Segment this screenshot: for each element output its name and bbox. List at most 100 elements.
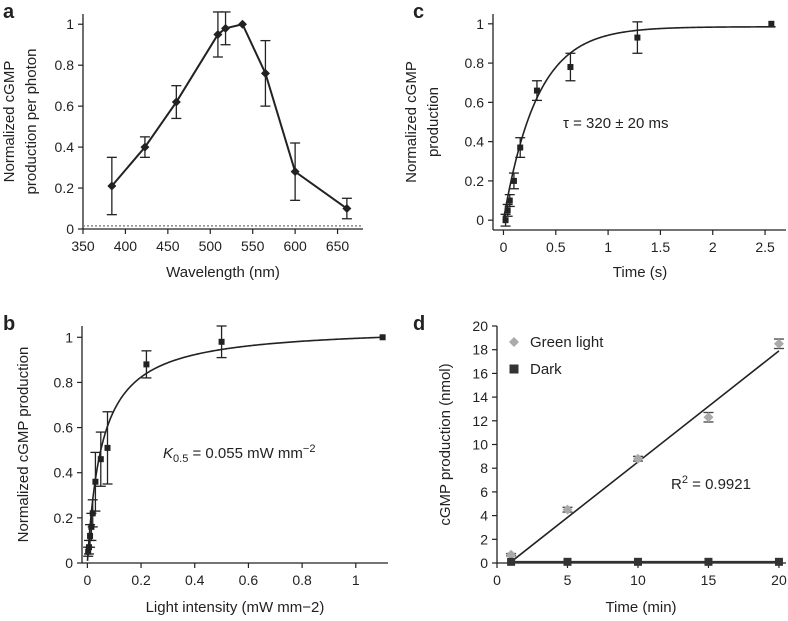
x-tick-label: 0.2 [131, 572, 151, 588]
data-point [92, 478, 99, 485]
y-axis-label: Normalized cGMP production [15, 347, 32, 543]
y-tick-label: 0.4 [54, 465, 74, 481]
x-tick-label: 550 [241, 238, 265, 254]
y-axis-label: cGMP production (nmol) [437, 363, 454, 525]
series-line [111, 23, 348, 210]
x-tick-label: 0.5 [546, 239, 566, 255]
y-tick-label: 0 [66, 221, 74, 237]
y-tick-label: 8 [480, 460, 488, 476]
x-axis-label: Time (min) [605, 599, 676, 616]
green-light-point [773, 338, 784, 349]
y-tick-label: 0.2 [55, 180, 75, 196]
y-tick-label: 14 [472, 389, 488, 405]
legend-marker-dark [509, 364, 519, 374]
y-tick-label: 18 [472, 342, 488, 358]
panel-label: b [3, 313, 15, 335]
y-tick-label: 0.8 [465, 55, 485, 71]
x-tick-label: 0.8 [292, 572, 312, 588]
green-light-point [506, 549, 517, 560]
data-point [213, 29, 223, 39]
y-tick-label: 0.8 [55, 57, 75, 73]
y-tick-label: 1 [66, 16, 74, 32]
data-point [218, 338, 225, 345]
y-tick-label: 12 [472, 413, 488, 429]
fit-curve [502, 26, 776, 221]
data-point [143, 361, 150, 368]
x-axis-label: Wavelength (nm) [166, 264, 280, 281]
data-point [634, 34, 641, 41]
dark-point [633, 557, 642, 566]
y-tick-label: 6 [480, 484, 488, 500]
dark-point [774, 557, 783, 566]
y-tick-label: 1 [476, 16, 484, 32]
x-tick-label: 450 [156, 238, 180, 254]
y-tick-label: 0 [476, 212, 484, 228]
x-axis-label: Light intensity (mW mm−2) [146, 599, 325, 616]
dark-point [563, 557, 572, 566]
green-light-point [703, 412, 714, 423]
data-point [533, 87, 540, 94]
data-point [768, 20, 775, 27]
data-point [290, 167, 300, 177]
y-tick-label: 0.6 [54, 420, 74, 436]
x-tick-label: 650 [326, 238, 350, 254]
x-tick-label: 10 [630, 572, 646, 588]
data-point [97, 456, 104, 463]
y-tick-label: 16 [472, 365, 488, 381]
r2-annotation: R2 = 0.9921 [671, 474, 751, 493]
dark-point [507, 557, 516, 566]
y-axis-label: production per photon [23, 49, 40, 195]
y-tick-label: 0.8 [54, 374, 74, 390]
data-point [87, 532, 94, 539]
data-point [221, 23, 231, 33]
y-tick-label: 0 [480, 555, 488, 571]
tau-annotation: τ = 320 ± 20 ms [563, 115, 668, 132]
regression-line [510, 350, 780, 563]
x-tick-label: 0.6 [239, 572, 259, 588]
panel-label: a [3, 1, 15, 23]
y-tick-label: 0.4 [55, 139, 75, 155]
panel-label: c [413, 1, 424, 23]
panel-label: d [413, 313, 425, 335]
data-point [171, 97, 181, 107]
x-tick-label: 20 [771, 572, 787, 588]
legend-marker-green-light [509, 337, 519, 347]
x-tick-label: 350 [71, 238, 95, 254]
green-light-point [632, 453, 643, 464]
x-tick-label: 2.5 [755, 239, 775, 255]
data-point [342, 204, 352, 214]
x-tick-label: 0 [83, 572, 91, 588]
y-tick-label: 0.6 [465, 94, 485, 110]
y-tick-label: 0.6 [55, 98, 75, 114]
data-point [517, 144, 524, 151]
data-point [567, 64, 574, 71]
data-point [506, 197, 513, 204]
data-point [260, 68, 270, 78]
y-tick-label: 0.2 [465, 173, 485, 189]
y-tick-label: 20 [472, 318, 488, 334]
x-tick-label: 0 [500, 239, 508, 255]
data-point [89, 510, 96, 517]
y-tick-label: 0.4 [465, 134, 485, 150]
legend: Green light Dark [509, 334, 604, 378]
data-point [107, 181, 117, 191]
x-tick-label: 2 [709, 239, 717, 255]
panel-b: 0 0.2 0.4 0.6 0.8 1 0 0.2 0.4 0.6 0.8 1 Light intens… [3, 313, 388, 616]
x-tick-label: 1.5 [651, 239, 671, 255]
x-tick-label: 500 [199, 238, 223, 254]
data-point [502, 217, 509, 224]
y-tick-label: 1 [65, 329, 73, 345]
y-tick-label: 2 [480, 531, 488, 547]
y-tick-label: 0 [65, 555, 73, 571]
x-tick-label: 1 [604, 239, 612, 255]
x-tick-label: 1 [352, 572, 360, 588]
x-tick-label: 5 [564, 572, 572, 588]
legend-label-green-light: Green light [530, 334, 604, 351]
y-tick-label: 0.2 [54, 510, 74, 526]
y-tick-label: 4 [480, 508, 488, 524]
x-tick-label: 15 [701, 572, 717, 588]
legend-label-dark: Dark [530, 361, 562, 378]
y-axis-label: Normalized cGMP [1, 61, 18, 183]
y-axis-label: production [425, 87, 442, 157]
